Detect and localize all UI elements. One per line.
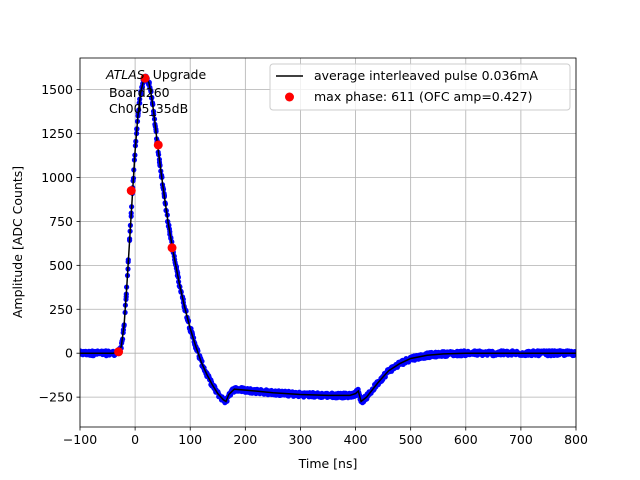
legend-label-average: average interleaved pulse 0.036mA (314, 68, 539, 83)
x-tick-label: 100 (178, 432, 202, 447)
y-tick-label: 500 (49, 258, 73, 273)
max-phase-point (126, 186, 136, 196)
max-phase-point (153, 140, 163, 150)
x-tick-label: 200 (233, 432, 257, 447)
y-tick-label: 1500 (41, 82, 73, 97)
y-axis-label: Amplitude [ADC Counts] (10, 166, 25, 318)
y-tick-label: 750 (49, 214, 73, 229)
x-axis-label: Time [ns] (298, 456, 358, 471)
atlas-word: ATLAS (105, 67, 145, 82)
y-tick-label: −250 (39, 390, 73, 405)
max-phase-points (114, 73, 177, 357)
x-tick-label: 500 (399, 432, 423, 447)
x-tick-label: 600 (454, 432, 478, 447)
x-tick-label: 800 (564, 432, 588, 447)
max-phase-point (140, 73, 150, 83)
max-phase-point (167, 243, 177, 253)
channel-label: Ch005_35dB (109, 101, 188, 116)
legend-dot-swatch (285, 92, 294, 102)
y-tick-label: 250 (49, 302, 73, 317)
y-tick-label: 1000 (41, 170, 73, 185)
x-tick-label: 700 (509, 432, 533, 447)
max-phase-point (114, 347, 124, 357)
atlas-label: ATLAS Upgrade (105, 67, 206, 82)
x-tick-label: 300 (289, 432, 313, 447)
y-axis: −250 0 250 500 750 1000 1250 1500 (39, 82, 80, 405)
x-tick-label: 0 (131, 432, 139, 447)
y-tick-label: 0 (65, 346, 73, 361)
y-tick-label: 1250 (41, 126, 73, 141)
legend-box (269, 63, 571, 111)
x-tick-label: 400 (344, 432, 368, 447)
plot-area (80, 73, 576, 406)
axes-frame (79, 57, 577, 428)
legend-label-max-phase: max phase: 611 (OFC amp=0.427) (314, 89, 532, 104)
atlas-annotation: ATLAS Upgrade Board260 Ch005_35dB (105, 67, 206, 116)
x-tick-label: −100 (63, 432, 97, 447)
average-pulse-line (80, 75, 576, 403)
x-axis: −100 0 100 200 300 400 500 600 700 800 (63, 427, 588, 447)
upgrade-word: Upgrade (153, 67, 207, 82)
legend: average interleaved pulse 0.036mA max ph… (269, 63, 571, 111)
board-label: Board260 (109, 85, 170, 100)
